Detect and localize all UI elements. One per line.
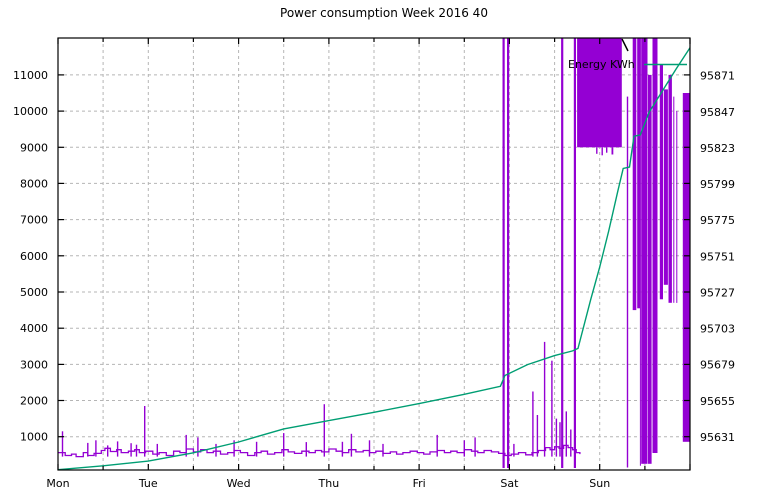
legend-fragment-glyph <box>621 38 629 52</box>
svg-text:95871: 95871 <box>700 70 735 83</box>
svg-text:Sun: Sun <box>589 477 610 490</box>
svg-text:Thu: Thu <box>318 477 340 490</box>
svg-text:Wed: Wed <box>227 477 251 490</box>
chart-title: Power consumption Week 2016 40 <box>280 6 488 20</box>
svg-text:95727: 95727 <box>700 286 735 299</box>
svg-text:3000: 3000 <box>20 358 48 371</box>
svg-text:1000: 1000 <box>20 431 48 444</box>
svg-text:95823: 95823 <box>700 142 735 155</box>
power-series <box>58 38 690 468</box>
svg-text:Tue: Tue <box>138 477 158 490</box>
svg-text:10000: 10000 <box>13 105 48 118</box>
svg-text:95655: 95655 <box>700 395 735 408</box>
x-axis-day-labels: Mon Tue Wed Thu Fri Sat Sun <box>46 477 610 490</box>
svg-text:Sat: Sat <box>500 477 519 490</box>
svg-text:95631: 95631 <box>700 431 735 444</box>
svg-text:95751: 95751 <box>700 250 735 263</box>
svg-text:95847: 95847 <box>700 106 735 119</box>
svg-text:7000: 7000 <box>20 214 48 227</box>
legend-energy-label: Energy KWh <box>568 58 635 71</box>
svg-text:11000: 11000 <box>13 69 48 82</box>
svg-text:95679: 95679 <box>700 359 735 372</box>
svg-text:9000: 9000 <box>20 141 48 154</box>
svg-text:4000: 4000 <box>20 322 48 335</box>
y-left-tick-labels: 1000 2000 3000 4000 5000 6000 7000 8000 9000 1000… <box>13 69 48 444</box>
plot-border-and-ticks <box>57 37 691 471</box>
svg-text:95799: 95799 <box>700 178 735 191</box>
svg-text:2000: 2000 <box>20 395 48 408</box>
y-right-tick-labels: 95631 95655 95679 95703 95727 95751 95775 95799… <box>700 70 735 444</box>
svg-text:Mon: Mon <box>46 477 69 490</box>
svg-text:6000: 6000 <box>20 250 48 263</box>
svg-text:Fri: Fri <box>413 477 426 490</box>
svg-text:8000: 8000 <box>20 177 48 190</box>
energy-series <box>57 47 691 471</box>
svg-text:95775: 95775 <box>700 214 735 227</box>
svg-text:95703: 95703 <box>700 323 735 336</box>
svg-text:5000: 5000 <box>20 286 48 299</box>
